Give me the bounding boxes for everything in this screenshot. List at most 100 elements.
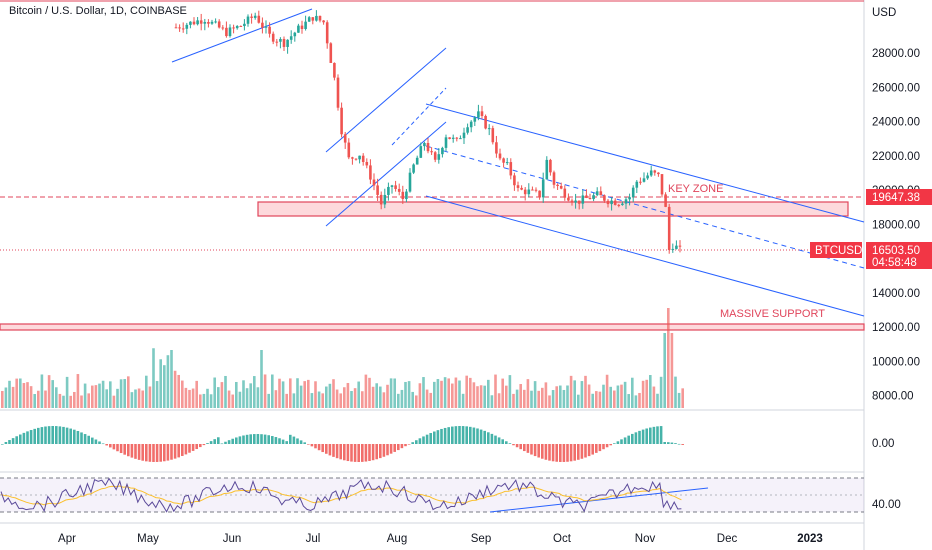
candle-body xyxy=(613,200,617,205)
volume-bar xyxy=(69,395,72,408)
candle-body xyxy=(401,191,405,200)
macd-zero-label: 0.00 xyxy=(872,438,894,450)
volume-bar xyxy=(4,387,8,408)
volume-bar xyxy=(87,393,90,408)
candle-body xyxy=(383,194,387,205)
macd-bar xyxy=(127,444,130,457)
macd-bar xyxy=(469,426,472,444)
price-axis: 28000.0026000.0024000.0022000.0020000.00… xyxy=(872,48,920,403)
macd-bar xyxy=(627,435,630,444)
macd-bar xyxy=(303,442,306,444)
volume-bar xyxy=(447,378,450,408)
macd-bar xyxy=(663,442,666,444)
volume-bar xyxy=(253,376,256,408)
macd-bar xyxy=(407,444,411,445)
macd-bar xyxy=(375,444,378,460)
macd-bar xyxy=(555,444,558,462)
macd-bar xyxy=(317,444,321,451)
macd-bar xyxy=(454,426,458,444)
volume-bar xyxy=(299,385,303,408)
candle-body xyxy=(549,159,552,173)
volume-bar xyxy=(166,355,170,408)
macd-bar xyxy=(353,444,357,462)
volume-bar xyxy=(206,388,209,408)
candle-body xyxy=(595,191,599,196)
macd-histogram xyxy=(1,426,684,462)
macd-bar xyxy=(314,444,317,449)
volume-bar xyxy=(519,384,522,408)
candle-body xyxy=(397,188,401,192)
volume-bar xyxy=(505,385,508,408)
macd-bar xyxy=(559,444,562,462)
currency-label: USD xyxy=(872,7,896,19)
volume-bar xyxy=(55,387,58,408)
candle-body xyxy=(257,15,261,23)
macd-bar xyxy=(656,426,659,444)
volume-bar xyxy=(634,395,638,408)
trendline-early[interactable] xyxy=(171,8,313,63)
falling-channel-upper[interactable] xyxy=(425,103,865,223)
candle-body xyxy=(225,27,228,37)
volume-bar xyxy=(458,380,461,408)
macd-bar xyxy=(497,437,501,444)
key-zone-box[interactable] xyxy=(257,201,849,217)
volume-bar xyxy=(548,395,551,408)
macd-bar xyxy=(145,444,148,462)
macd-bar xyxy=(537,444,540,458)
volume-bar xyxy=(137,388,141,408)
macd-bar xyxy=(94,439,98,444)
candle-body xyxy=(624,199,628,204)
time-tick-7: Nov xyxy=(635,533,656,545)
volume-bar xyxy=(83,383,87,408)
macd-bar xyxy=(177,444,180,458)
candle-body xyxy=(563,188,567,198)
volume-bar xyxy=(656,393,659,408)
macd-bar xyxy=(51,426,54,444)
volume-bar xyxy=(587,384,591,408)
candle-body xyxy=(232,27,235,29)
candle-body xyxy=(621,203,624,206)
volume-bar xyxy=(526,379,530,408)
macd-bar xyxy=(580,444,584,459)
volume-bar xyxy=(19,378,22,408)
candle-body xyxy=(531,189,534,191)
candle-body xyxy=(581,195,585,204)
candle-body xyxy=(505,162,509,164)
macd-bar xyxy=(76,430,80,444)
candle-body xyxy=(556,184,559,186)
macd-bar xyxy=(476,428,479,444)
macd-bar xyxy=(292,436,296,444)
massive-support-box[interactable] xyxy=(0,323,865,331)
volume-bar xyxy=(659,376,663,408)
candle-body xyxy=(455,137,459,139)
macd-bar xyxy=(260,434,263,444)
macd-bar xyxy=(148,444,152,462)
candle-body xyxy=(318,15,322,21)
time-tick-3: Jul xyxy=(306,533,321,545)
volume-bar xyxy=(368,377,371,408)
price-tick-1: 26000.00 xyxy=(872,82,920,94)
candle-body xyxy=(246,16,250,24)
macd-bar xyxy=(263,434,267,444)
candle-body xyxy=(678,245,682,247)
volume-bar xyxy=(652,386,656,408)
volume-bar xyxy=(314,381,317,408)
volume-bar xyxy=(116,388,119,408)
volume-bar xyxy=(476,386,479,408)
volume-bar xyxy=(127,376,130,408)
volume-bar xyxy=(357,381,360,408)
candle-body xyxy=(390,185,394,187)
volume-bar xyxy=(670,333,674,408)
macd-bar xyxy=(55,426,58,444)
macd-bar xyxy=(508,443,512,444)
candle-body xyxy=(459,138,462,140)
falling-channel-lower[interactable] xyxy=(425,195,865,317)
volume-bar xyxy=(224,375,227,408)
candle-body xyxy=(365,161,369,166)
macd-bar xyxy=(389,444,393,454)
volume-bar xyxy=(451,383,454,408)
volume-bar xyxy=(674,376,677,408)
rising-channel-lower[interactable] xyxy=(325,121,447,227)
volume-bar xyxy=(512,393,515,408)
